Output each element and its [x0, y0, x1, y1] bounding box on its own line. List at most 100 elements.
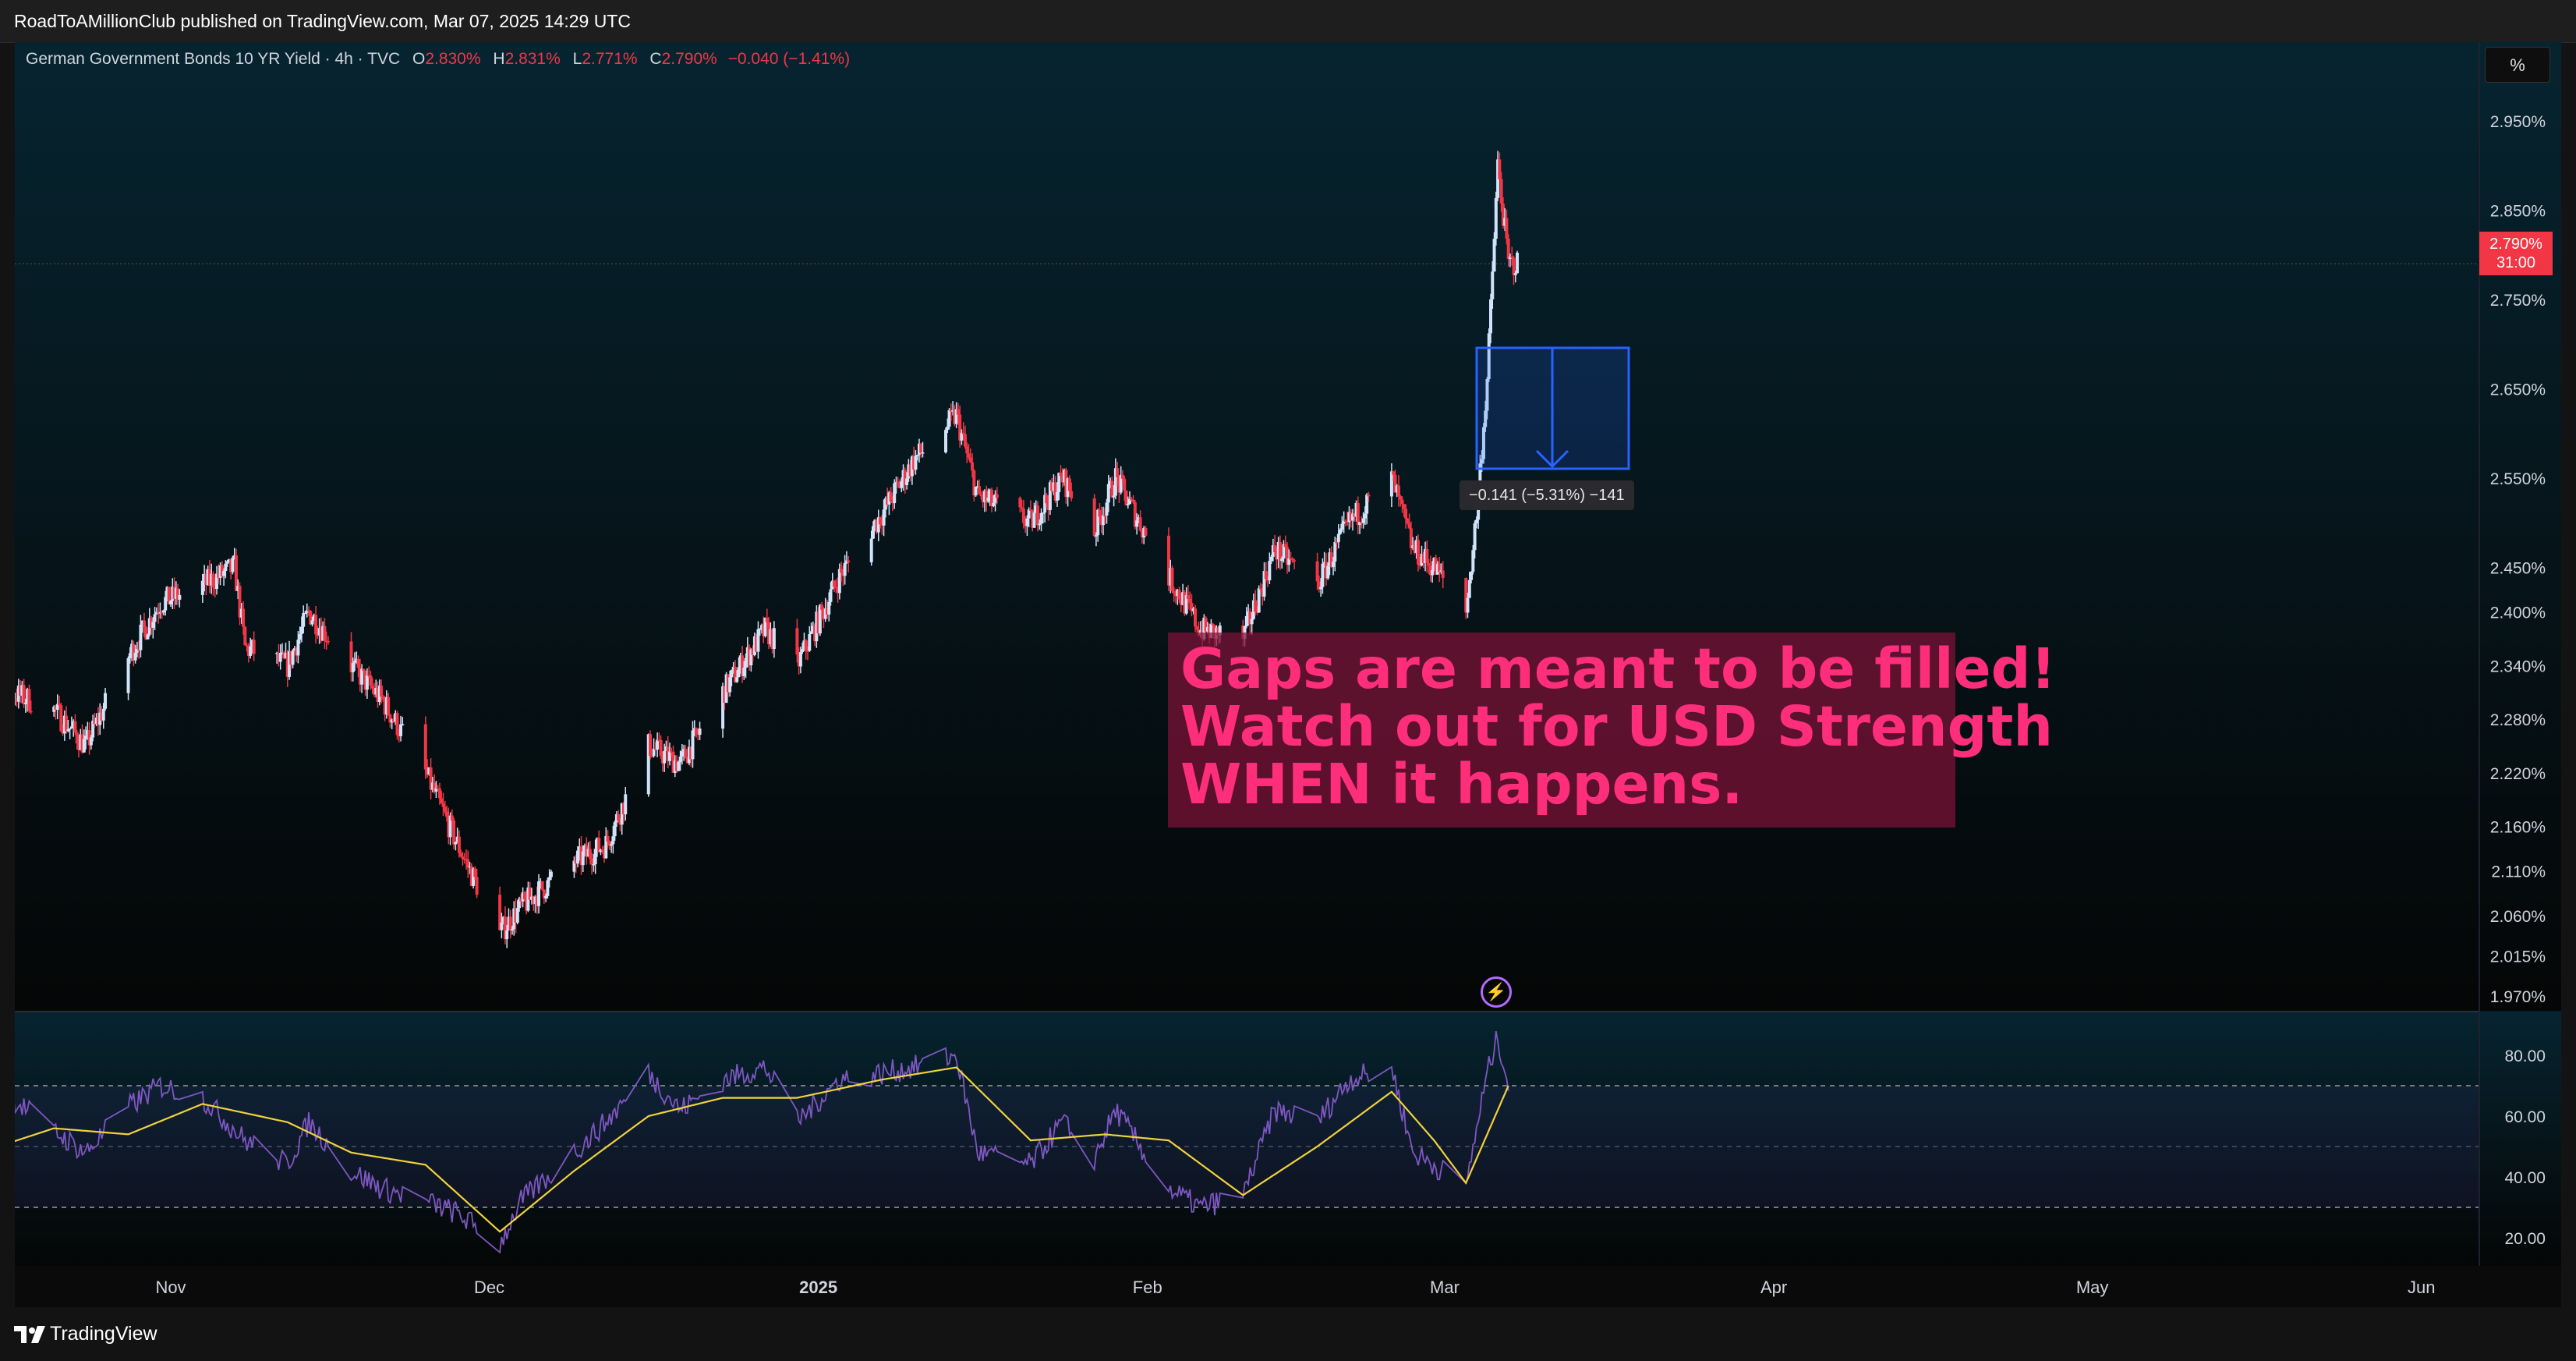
candle-body — [1499, 179, 1503, 204]
measure-tool[interactable] — [1475, 346, 1630, 470]
candle-body — [288, 650, 292, 677]
candle-body — [1070, 491, 1074, 498]
candle-body — [203, 573, 207, 581]
candle-body — [1342, 520, 1346, 524]
candle-body — [1322, 562, 1326, 564]
candle-body — [278, 652, 282, 662]
price-pane-bg — [15, 42, 2561, 1011]
candle-body — [1191, 608, 1195, 611]
candle-body — [450, 815, 454, 821]
candle-body — [243, 626, 247, 646]
candle-body — [1254, 600, 1258, 612]
candle-body — [1101, 515, 1105, 526]
candle-body — [507, 916, 511, 931]
candle-body — [445, 811, 449, 817]
candle-body — [1264, 571, 1268, 579]
rsi-axis[interactable]: 80.00 60.00 40.00 20.00 — [2504, 1047, 2546, 1248]
candle-body — [472, 868, 476, 886]
candle-body — [751, 649, 755, 655]
candle-body — [217, 573, 221, 578]
chart-area[interactable]: 2.950% 2.850% 2.750% 2.650% 2.550% 2.450% 2.40… — [15, 42, 2561, 1307]
price-axis[interactable]: 2.950% 2.850% 2.750% 2.650% 2.550% 2.450% 2.40… — [2490, 113, 2546, 1006]
tradingview-brand: TradingView — [50, 1323, 157, 1345]
candle-body — [498, 895, 502, 930]
high-value: 2.831% — [504, 50, 561, 68]
candle-body — [653, 748, 657, 750]
candle-body — [399, 724, 403, 736]
candle-body — [317, 628, 321, 636]
candle-body — [362, 668, 366, 671]
price-tick-label: 2.220% — [2490, 765, 2546, 783]
candle-body — [869, 538, 873, 562]
candle-body — [958, 414, 962, 441]
candle-body — [1212, 625, 1216, 639]
candle-body — [820, 604, 824, 610]
candle-body — [1434, 558, 1438, 575]
candle-body — [728, 677, 732, 693]
candle-body — [836, 587, 840, 594]
time-tick-label: Nov — [155, 1278, 186, 1297]
candle-body — [144, 627, 148, 640]
candle-body — [1290, 558, 1294, 561]
candle-body — [992, 502, 996, 506]
candle-body — [1470, 572, 1474, 580]
time-axis-bg — [15, 1266, 2561, 1307]
candle-body — [731, 666, 735, 671]
candle-body — [1389, 471, 1393, 497]
candle-body — [1130, 498, 1134, 501]
candle-body — [1066, 478, 1070, 498]
candle-body — [142, 620, 146, 628]
measure-label: −0.141 (−5.31%) −141 — [1460, 480, 1634, 510]
candle-body — [153, 614, 157, 622]
candle-body — [222, 571, 226, 576]
percent-scale-button[interactable]: % — [2485, 47, 2550, 83]
candle-body — [1332, 562, 1336, 567]
candle-body — [1043, 494, 1047, 513]
candle-body — [1273, 545, 1277, 553]
candle-body — [387, 696, 391, 714]
candle-body — [946, 426, 950, 431]
candle-body — [827, 601, 831, 615]
candle-body — [797, 654, 801, 667]
candle-body — [176, 588, 180, 600]
candle-body — [1466, 597, 1470, 613]
candle-body — [1271, 545, 1275, 557]
candle-body — [1142, 527, 1146, 538]
candle-body — [139, 624, 143, 650]
candle-body — [1487, 333, 1491, 380]
candle-body — [1172, 590, 1176, 594]
candle-body — [473, 868, 477, 877]
candle-body — [295, 648, 299, 656]
candle-body — [1392, 471, 1396, 475]
price-axis-divider — [2479, 42, 2480, 1266]
candle-body — [532, 896, 536, 905]
lightning-icon[interactable]: ⚡ — [1481, 976, 1512, 1008]
bar-countdown: 31:00 — [2496, 254, 2536, 271]
candle-body — [1275, 552, 1279, 560]
time-axis[interactable]: Nov Dec 2025 Feb Mar Apr May Jun — [155, 1278, 2435, 1297]
candle-body — [1421, 553, 1425, 563]
candle-body — [146, 634, 150, 640]
candle-body — [1183, 592, 1187, 614]
candle-body — [441, 803, 445, 807]
candle-body — [1057, 473, 1061, 492]
candle-body — [993, 494, 997, 503]
candle-body — [652, 748, 656, 757]
pane-divider — [15, 1011, 2479, 1012]
candle-body — [519, 898, 523, 902]
candle-body — [1484, 410, 1488, 427]
candle-body — [611, 836, 615, 845]
candle-body — [910, 456, 914, 477]
candle-body — [1395, 485, 1399, 493]
candle-body — [1186, 595, 1190, 599]
chart-canvas[interactable]: 2.950% 2.850% 2.750% 2.650% 2.550% 2.450% 2.40… — [15, 42, 2561, 1307]
candle-body — [452, 820, 456, 845]
candle-body — [1099, 516, 1103, 526]
candle-body — [58, 704, 62, 706]
text-annotation[interactable]: Gaps are meant to be filled! Watch out f… — [1168, 633, 2056, 828]
candle-body — [1131, 500, 1135, 503]
candle-body — [798, 652, 802, 667]
candle-body — [140, 620, 144, 625]
candle-body — [671, 751, 675, 773]
candle-body — [762, 625, 766, 636]
